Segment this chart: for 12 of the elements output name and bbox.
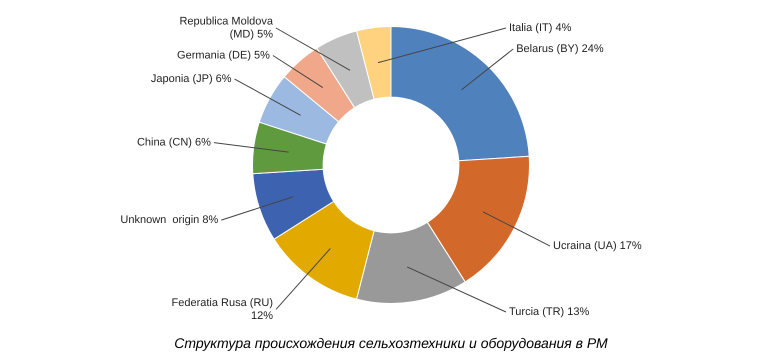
slice-label: Unknown origin 8% <box>120 214 218 226</box>
slice-label: Federatia Rusa (RU) <box>172 296 273 309</box>
slice-label: Ucraina (UA) 17% <box>553 240 642 252</box>
slice-label: China (CN) 6% <box>136 136 212 149</box>
slice-label: Turcia (TR) 13% <box>509 306 590 318</box>
data-label: 12% <box>250 310 274 322</box>
slice-label: Germania (DE) 5% <box>177 50 270 62</box>
slice-label: Belarus (BY) 24% <box>516 43 604 56</box>
text: Структура происхождения сельхозтехники и оборудования в РМ <box>174 334 608 351</box>
slice-label: Republica Moldova (MD) 5% <box>179 16 274 41</box>
slice-label: Italia (IT) 4% <box>509 22 572 34</box>
slice-label: Japonia (JP) 6% <box>150 73 232 86</box>
